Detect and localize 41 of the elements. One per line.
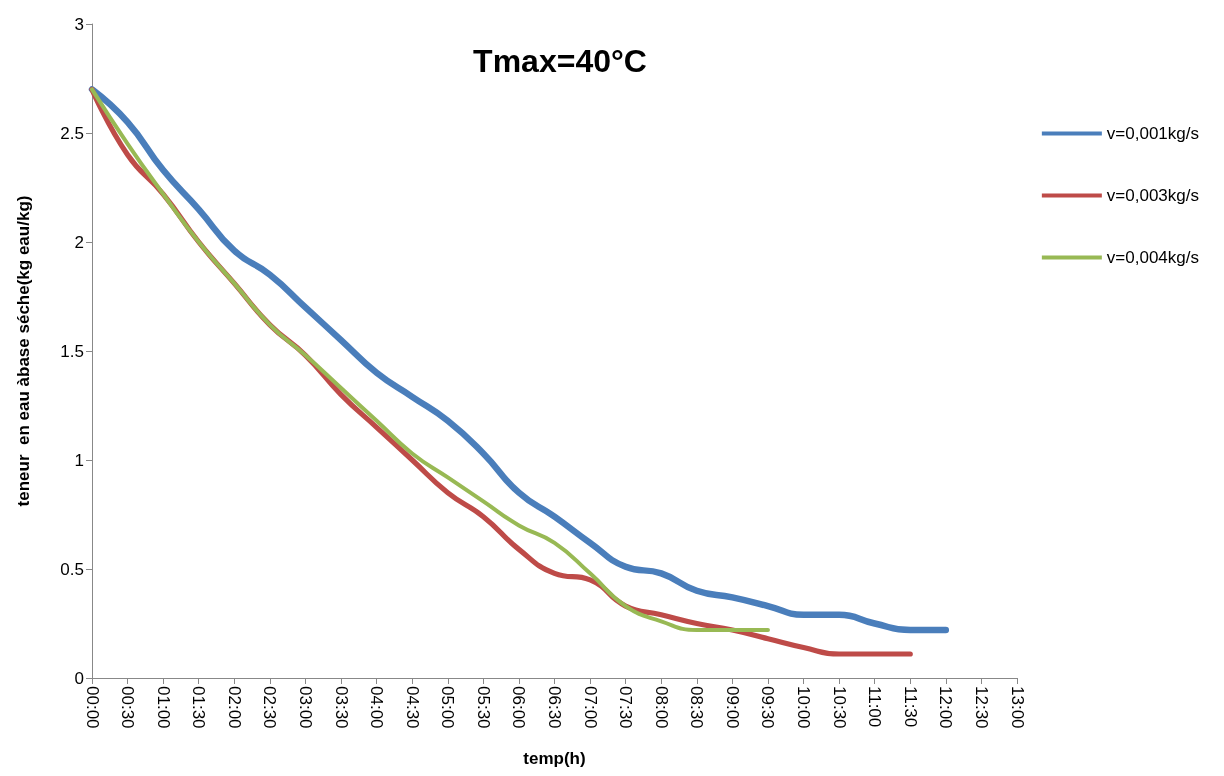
y-tick-label: 2 bbox=[74, 232, 84, 252]
legend-label: v=0,003kg/s bbox=[1106, 186, 1200, 205]
x-tick-label: 01:30 bbox=[189, 686, 209, 729]
x-tick-label: 10:00 bbox=[794, 686, 814, 729]
x-tick-label: 08:30 bbox=[687, 686, 707, 729]
x-tick-label: 12:00 bbox=[936, 686, 956, 729]
y-tick-label: 0.5 bbox=[60, 559, 84, 579]
x-tick-label: 05:00 bbox=[438, 686, 458, 729]
x-tick-label: 03:00 bbox=[295, 686, 315, 729]
x-tick-label: 11:30 bbox=[900, 686, 920, 728]
y-tick-label: 3 bbox=[74, 14, 84, 34]
x-tick-label: 09:00 bbox=[722, 686, 742, 729]
text: Tmax=40°C bbox=[473, 43, 647, 79]
legend-label: v=0,004kg/s bbox=[1106, 248, 1200, 267]
y-tick-label: 2.5 bbox=[60, 123, 84, 143]
y-tick-label: 0 bbox=[74, 668, 84, 688]
x-tick-label: 10:30 bbox=[829, 686, 849, 729]
y-axis-title: teneur en eau àbase séche(kg eau/kg) bbox=[14, 195, 33, 507]
y-tick-label: 1 bbox=[74, 450, 84, 470]
x-tick-label: 06:00 bbox=[509, 686, 529, 729]
x-tick-label: 08:00 bbox=[651, 686, 671, 729]
x-tick-label: 11:00 bbox=[865, 686, 885, 728]
x-tick-label: 05:30 bbox=[473, 686, 493, 729]
x-tick-label: 07:30 bbox=[616, 686, 636, 729]
x-tick-label: 04:30 bbox=[402, 686, 422, 729]
y-tick-label: 1.5 bbox=[60, 341, 84, 361]
x-tick-label: 06:30 bbox=[545, 686, 564, 729]
line-series bbox=[90, 87, 770, 633]
x-tick-label: 03:30 bbox=[331, 686, 351, 729]
legend-label: v=0,001kg/s bbox=[1106, 124, 1200, 143]
x-tick-label: 00:00 bbox=[82, 686, 102, 729]
x-tick-label: 04:00 bbox=[367, 686, 387, 729]
x-tick-label: 12:30 bbox=[971, 686, 991, 729]
x-axis-title: temp(h) bbox=[523, 749, 586, 768]
x-tick-label: 07:00 bbox=[580, 686, 600, 729]
x-tick-label: 02:30 bbox=[260, 686, 280, 729]
x-tick-label: 01:00 bbox=[153, 686, 173, 729]
x-tick-label: 02:00 bbox=[224, 686, 244, 729]
x-tick-label: 09:30 bbox=[758, 686, 778, 729]
x-tick-label: 00:30 bbox=[118, 686, 138, 729]
x-tick-label: 13:00 bbox=[1007, 686, 1027, 729]
